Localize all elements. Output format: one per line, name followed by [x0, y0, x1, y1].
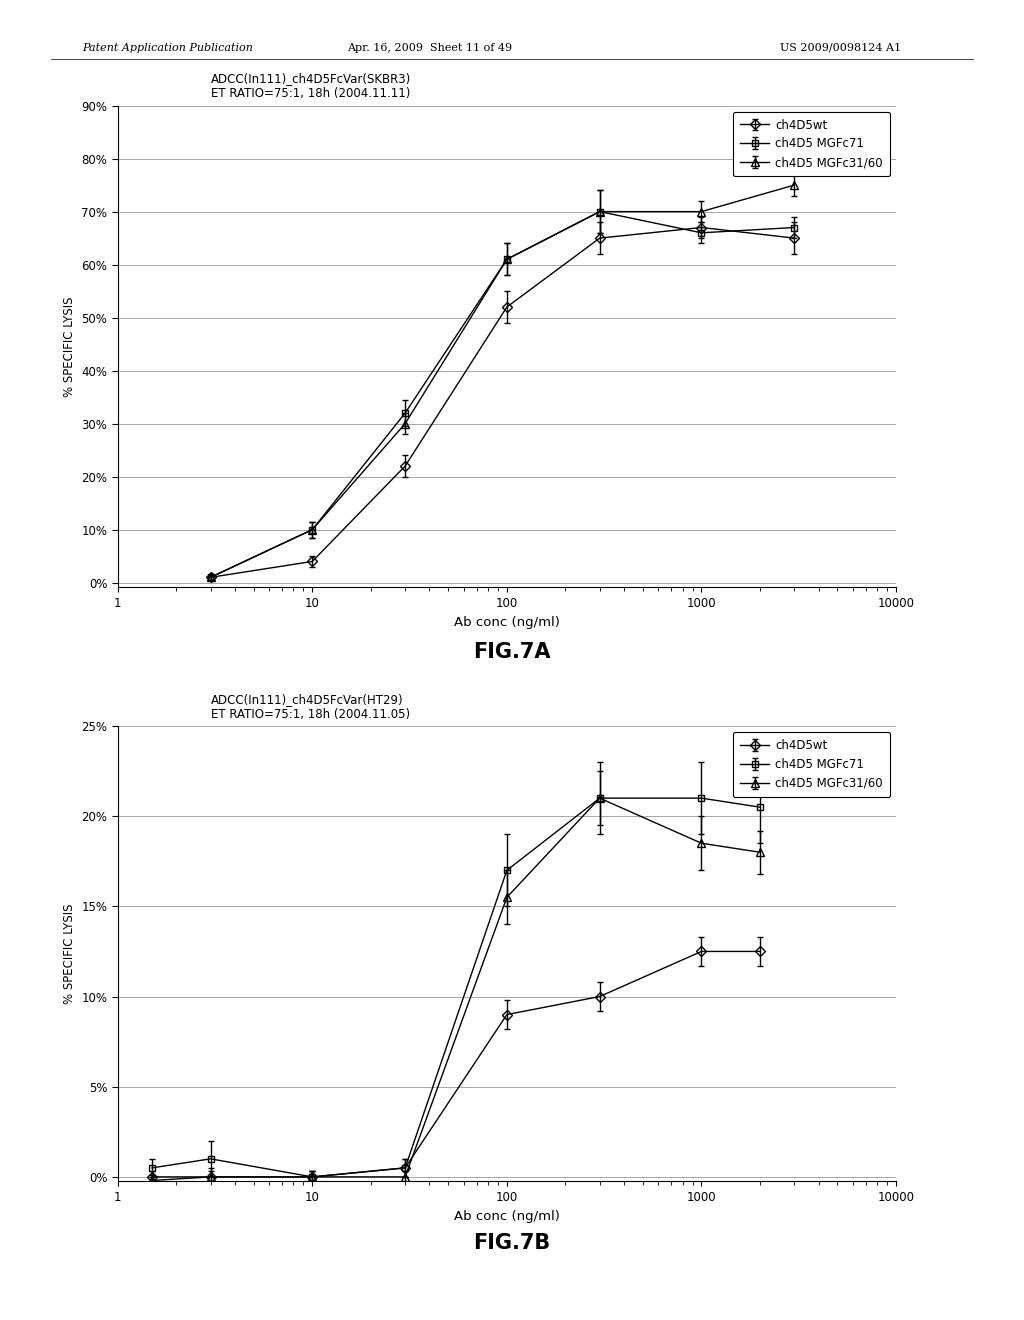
Text: Patent Application Publication: Patent Application Publication	[82, 42, 253, 53]
X-axis label: Ab conc (ng/ml): Ab conc (ng/ml)	[454, 615, 560, 628]
Text: FIG.7B: FIG.7B	[473, 1233, 551, 1254]
Y-axis label: % SPECIFIC LYSIS: % SPECIFIC LYSIS	[62, 903, 76, 1005]
X-axis label: Ab conc (ng/ml): Ab conc (ng/ml)	[454, 1209, 560, 1222]
Text: US 2009/0098124 A1: US 2009/0098124 A1	[780, 42, 901, 53]
Legend: ch4D5wt, ch4D5 MGFc71, ch4D5 MGFc31/60: ch4D5wt, ch4D5 MGFc71, ch4D5 MGFc31/60	[733, 111, 890, 177]
Text: FIG.7A: FIG.7A	[473, 642, 551, 663]
Text: Apr. 16, 2009  Sheet 11 of 49: Apr. 16, 2009 Sheet 11 of 49	[347, 42, 513, 53]
Y-axis label: % SPECIFIC LYSIS: % SPECIFIC LYSIS	[62, 296, 76, 397]
Text: ADCC(In111)_ch4D5FcVar(HT29)
ET RATIO=75:1, 18h (2004.11.05): ADCC(In111)_ch4D5FcVar(HT29) ET RATIO=75…	[211, 693, 411, 721]
Text: ADCC(In111)_ch4D5FcVar(SKBR3)
ET RATIO=75:1, 18h (2004.11.11): ADCC(In111)_ch4D5FcVar(SKBR3) ET RATIO=7…	[211, 73, 412, 100]
Legend: ch4D5wt, ch4D5 MGFc71, ch4D5 MGFc31/60: ch4D5wt, ch4D5 MGFc71, ch4D5 MGFc31/60	[733, 731, 890, 797]
